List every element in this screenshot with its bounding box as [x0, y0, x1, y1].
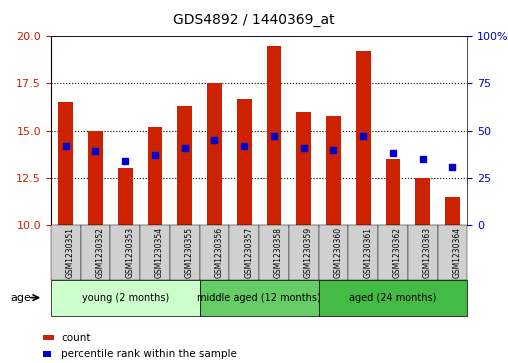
- Bar: [326, 115, 341, 225]
- Text: GSM1230360: GSM1230360: [333, 227, 342, 278]
- Bar: [356, 52, 371, 225]
- Bar: [88, 131, 103, 225]
- Text: GSM1230358: GSM1230358: [274, 227, 283, 278]
- Bar: [296, 112, 311, 225]
- Bar: [207, 83, 222, 225]
- Text: young (2 months): young (2 months): [82, 293, 169, 303]
- Text: GSM1230361: GSM1230361: [363, 227, 372, 278]
- Bar: [237, 99, 251, 225]
- Text: GSM1230362: GSM1230362: [393, 227, 402, 278]
- Text: age: age: [10, 293, 31, 303]
- Bar: [147, 127, 163, 225]
- Bar: [267, 46, 281, 225]
- Text: middle aged (12 months): middle aged (12 months): [197, 293, 321, 303]
- Text: count: count: [61, 333, 90, 343]
- Text: GSM1230364: GSM1230364: [453, 227, 461, 278]
- Text: GSM1230352: GSM1230352: [96, 227, 105, 278]
- Bar: [445, 197, 460, 225]
- Text: GSM1230359: GSM1230359: [304, 227, 313, 278]
- Text: GDS4892 / 1440369_at: GDS4892 / 1440369_at: [173, 13, 335, 27]
- Text: GSM1230363: GSM1230363: [423, 227, 432, 278]
- Bar: [118, 168, 133, 225]
- Text: GSM1230357: GSM1230357: [244, 227, 253, 278]
- Text: percentile rank within the sample: percentile rank within the sample: [61, 349, 237, 359]
- Text: GSM1230355: GSM1230355: [185, 227, 194, 278]
- Bar: [58, 102, 73, 225]
- Bar: [415, 178, 430, 225]
- Text: aged (24 months): aged (24 months): [350, 293, 437, 303]
- Text: GSM1230354: GSM1230354: [155, 227, 164, 278]
- Text: GSM1230353: GSM1230353: [125, 227, 134, 278]
- Text: GSM1230356: GSM1230356: [214, 227, 224, 278]
- Bar: [386, 159, 400, 225]
- Text: GSM1230351: GSM1230351: [66, 227, 75, 278]
- Bar: [177, 106, 192, 225]
